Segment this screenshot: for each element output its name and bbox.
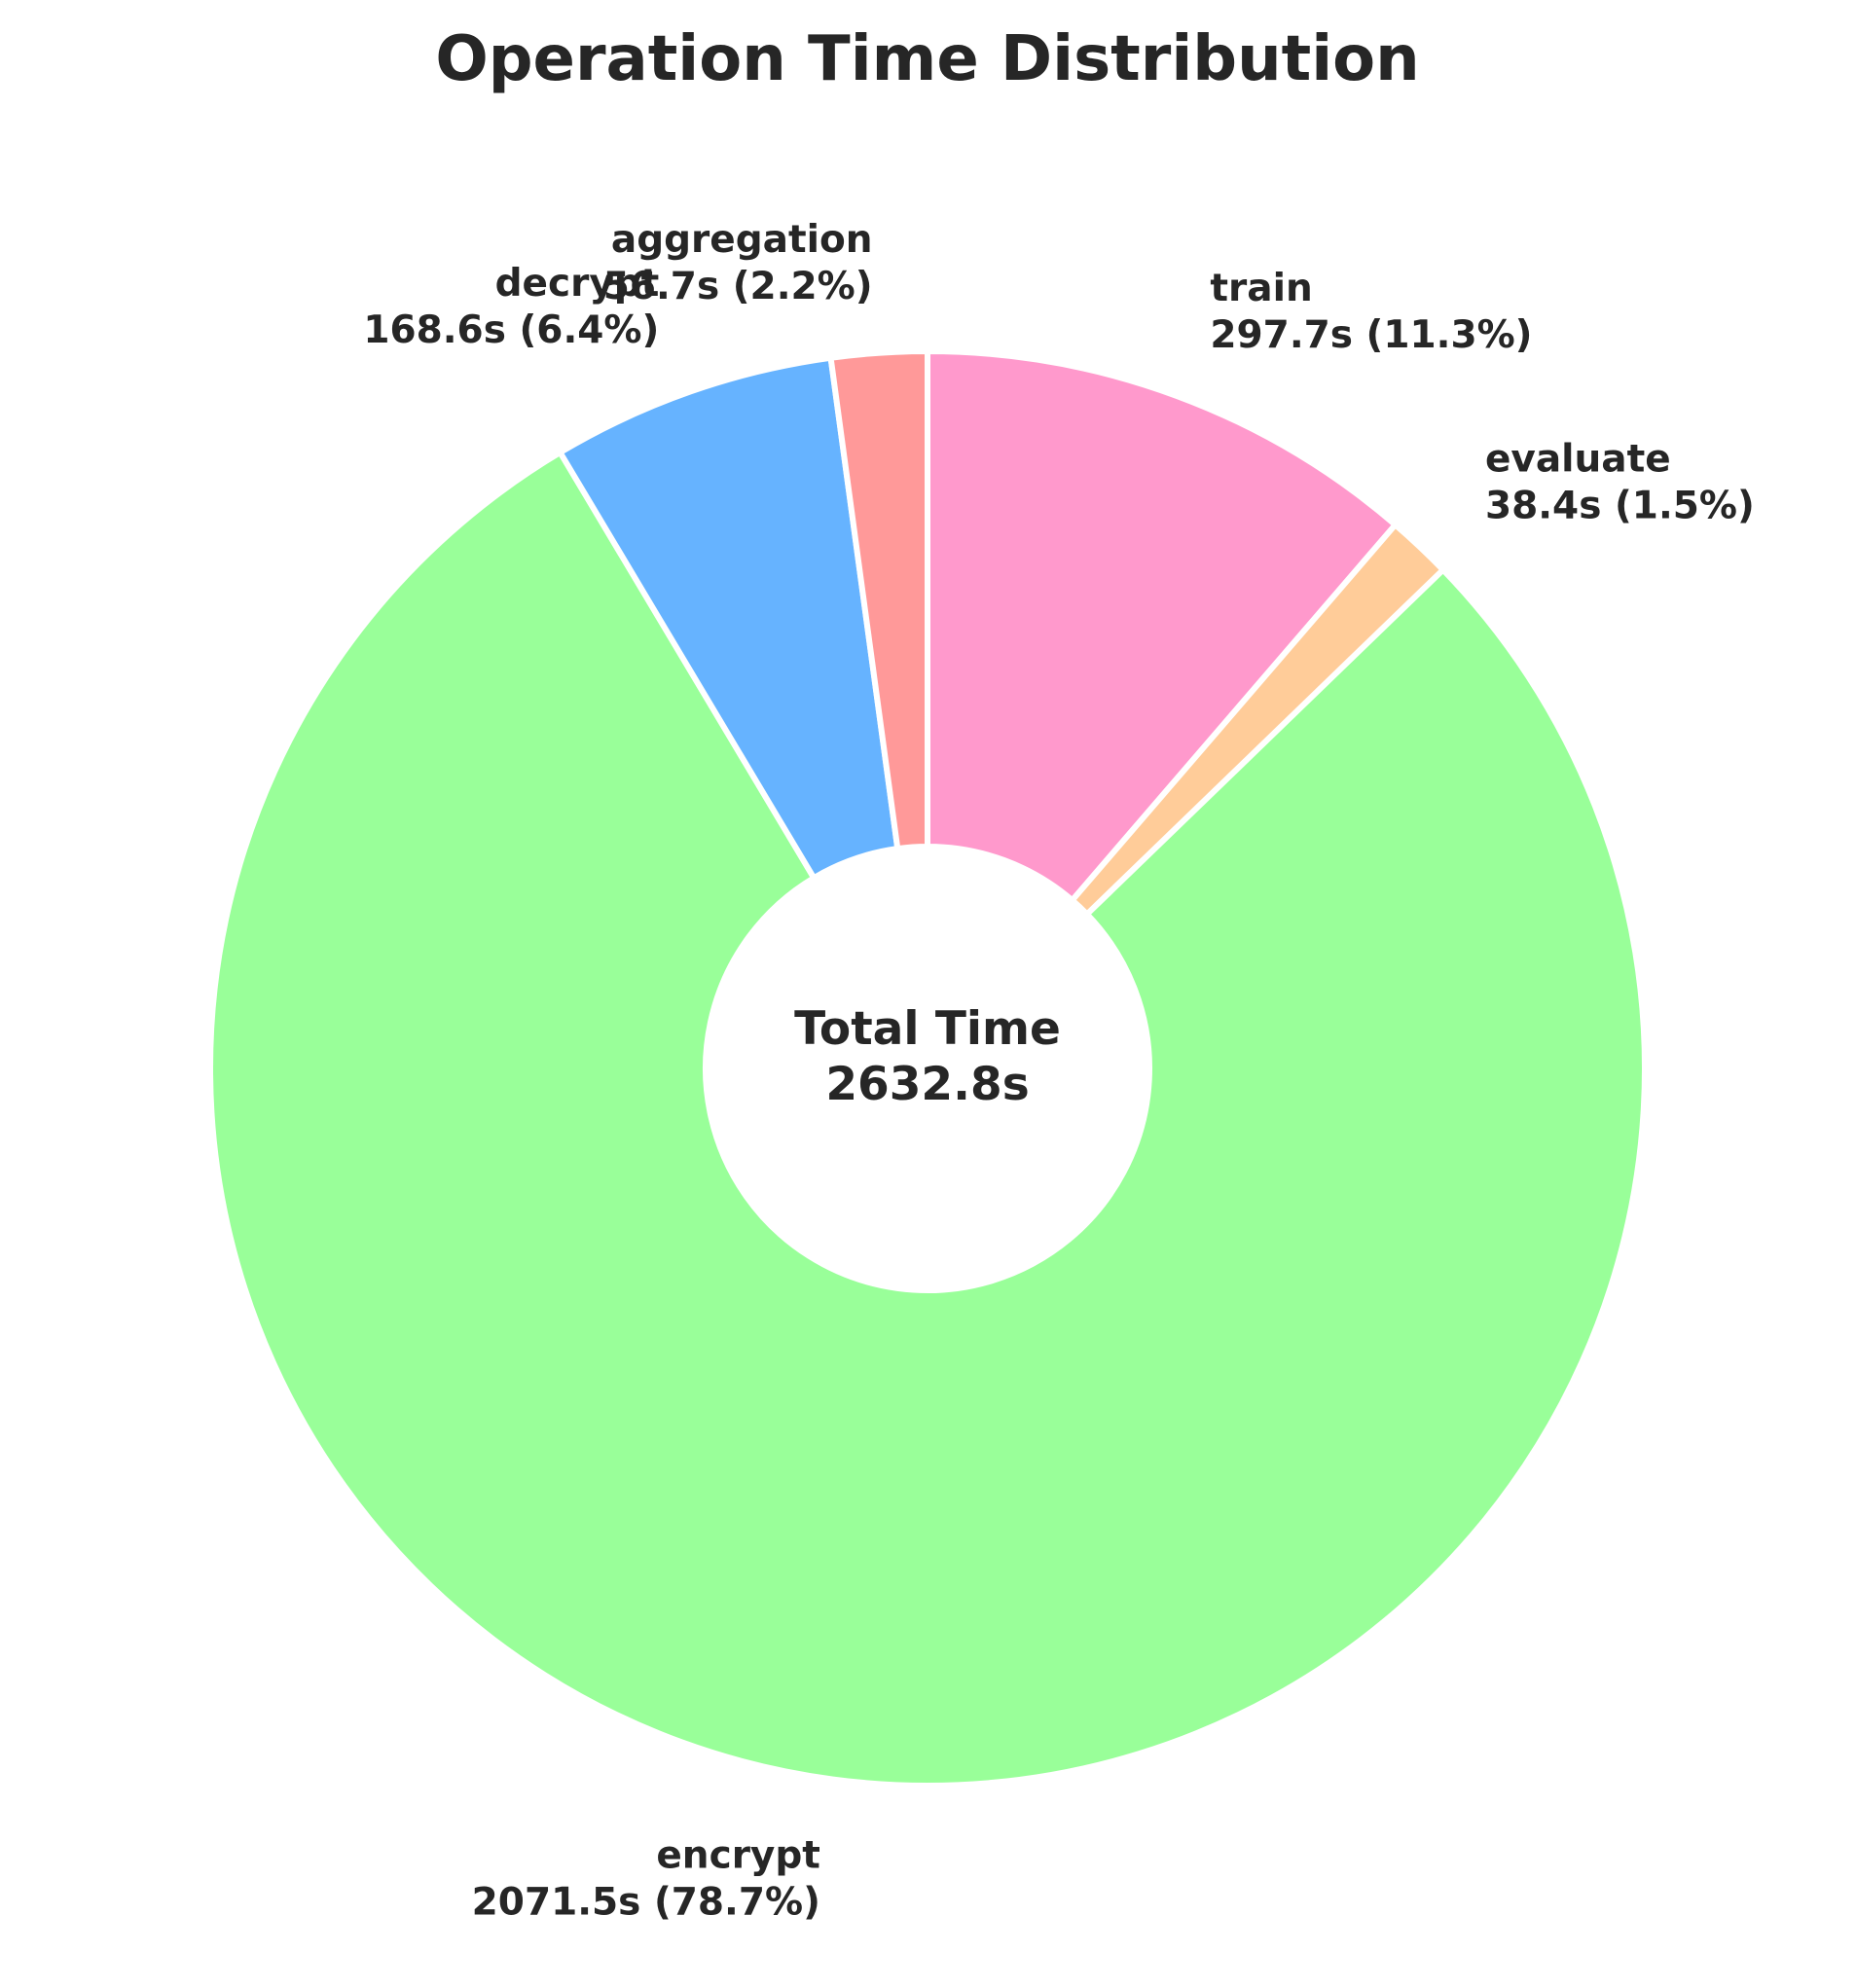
slice-label-decrypt: decrypt: [495, 262, 660, 306]
slice-label-evaluate: evaluate: [1485, 438, 1671, 482]
slice-value-encrypt: 2071.5s (78.7%): [472, 1881, 820, 1925]
center-total-value: 2632.8s: [825, 1058, 1029, 1111]
slice-value-evaluate: 38.4s (1.5%): [1485, 485, 1755, 528]
chart-title: Operation Time Distribution: [435, 23, 1419, 95]
slice-value-decrypt: 168.6s (6.4%): [363, 308, 659, 352]
slice-value-aggregation: 56.7s (2.2%): [603, 265, 873, 308]
pie-slice-aggregation: [827, 348, 930, 852]
slice-value-train: 297.7s (11.3%): [1210, 313, 1532, 357]
center-total-label: Total Time: [794, 1002, 1061, 1056]
slice-label-aggregation: aggregation: [611, 218, 873, 262]
slice-label-train: train: [1210, 267, 1312, 310]
pie-slice-encrypt: [207, 449, 1648, 1789]
slices-group: [207, 348, 1648, 1789]
pie-slice-train: [925, 348, 1399, 904]
slice-label-encrypt: encrypt: [656, 1834, 820, 1878]
pie-slice-decrypt: [557, 354, 901, 882]
